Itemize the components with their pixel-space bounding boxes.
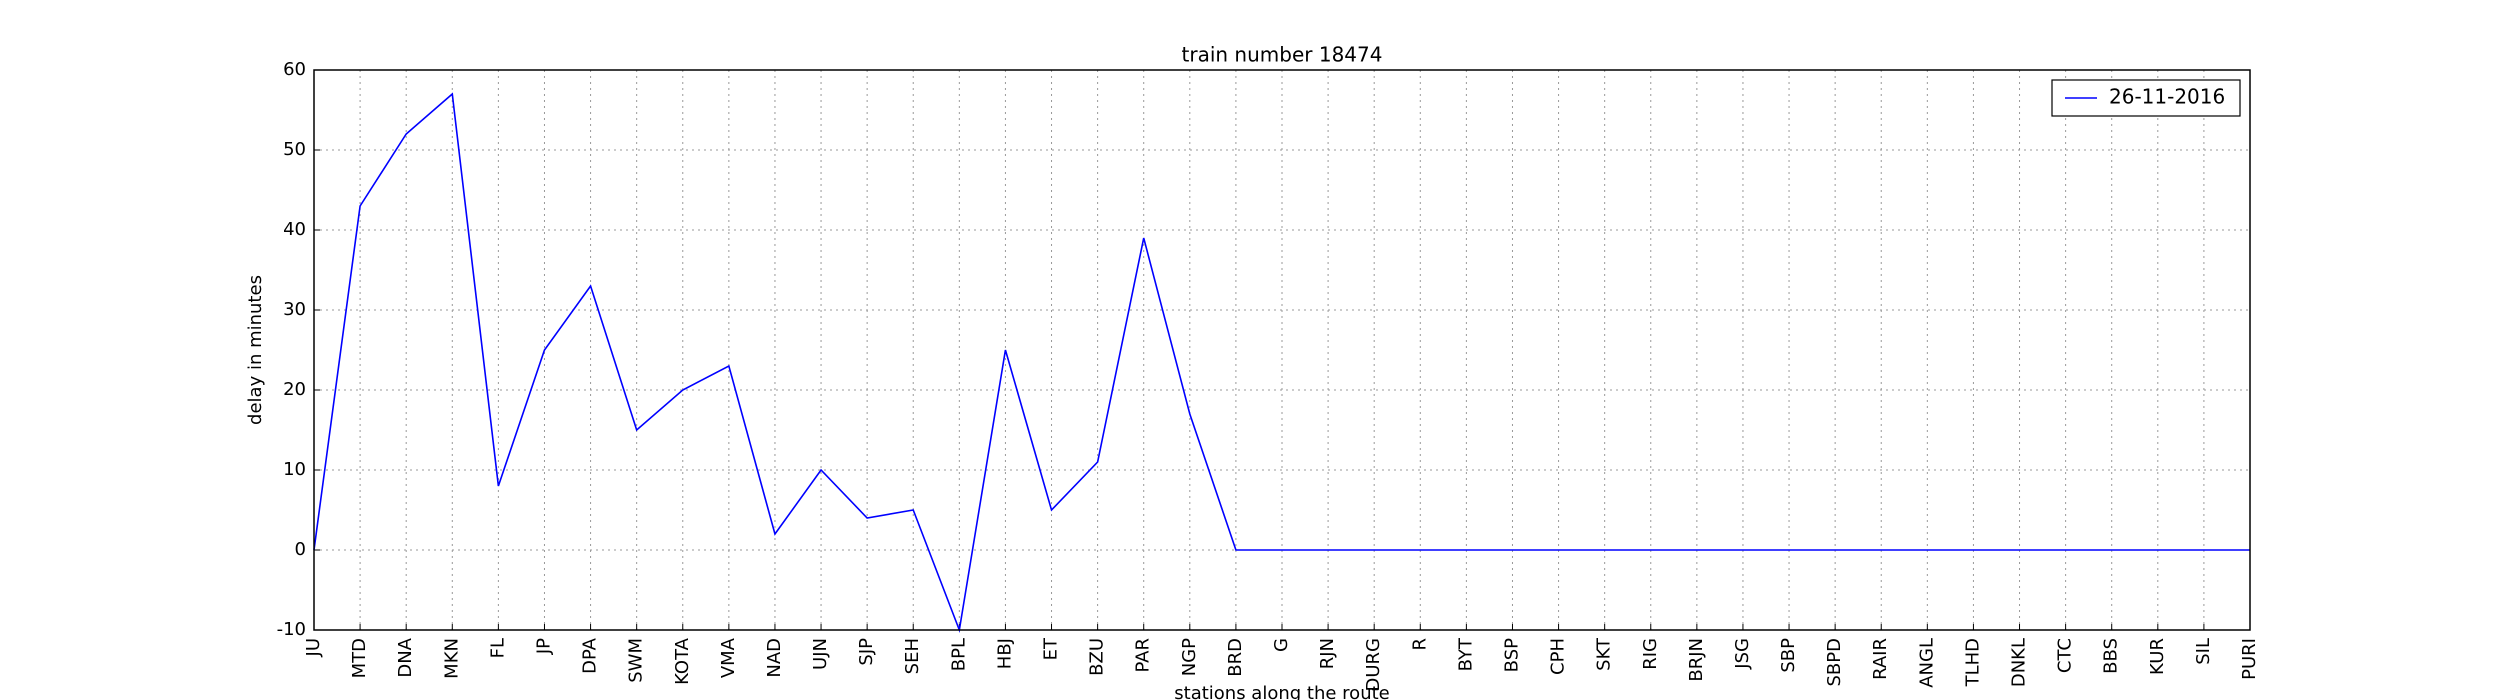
x-tick-label: BRD <box>1225 638 1246 677</box>
x-tick-label: BYT <box>1455 637 1476 671</box>
x-tick-label: JSG <box>1732 638 1753 670</box>
x-tick-label: RAIR <box>1870 638 1891 680</box>
x-tick-label: KUR <box>2147 638 2168 675</box>
legend-label: 26-11-2016 <box>2109 85 2225 109</box>
y-tick-label: 50 <box>283 139 306 160</box>
x-tick-label: SBP <box>1778 638 1799 673</box>
x-tick-label: MTD <box>349 638 370 678</box>
x-tick-label: BSP <box>1501 638 1522 672</box>
y-tick-label: 20 <box>283 379 306 400</box>
x-tick-label: TLHD <box>1962 638 1983 687</box>
x-tick-label: CTC <box>2055 638 2076 673</box>
x-tick-label: CPH <box>1548 638 1569 675</box>
x-tick-label: BZU <box>1087 638 1108 676</box>
x-tick-label: PURI <box>2239 638 2260 680</box>
x-tick-label: VMA <box>718 637 739 678</box>
x-tick-label: NAD <box>764 638 785 678</box>
x-tick-label: R <box>1409 638 1430 651</box>
data-line <box>313 92 2250 634</box>
x-tick-label: DURG <box>1363 638 1384 692</box>
x-tick-label: JU <box>303 638 324 657</box>
x-tick-label: HBJ <box>994 638 1015 669</box>
x-tick-label: SBPD <box>1824 638 1845 687</box>
x-tick-label: ET <box>1041 637 1062 660</box>
x-tick-label: ANGL <box>1916 638 1937 688</box>
x-tick-label: BBS <box>2101 638 2122 674</box>
x-tick-label: RJN <box>1317 638 1338 669</box>
x-tick-label: SWM <box>626 638 647 683</box>
x-tick-label: BRJN <box>1686 638 1707 682</box>
x-tick-label: MKN <box>441 638 462 679</box>
x-tick-label: BPL <box>948 638 969 671</box>
x-tick-label: SKT <box>1594 637 1615 671</box>
x-tick-label: SEH <box>902 638 923 674</box>
x-tick-label: SJP <box>856 638 877 666</box>
x-tick-label: DNA <box>395 637 416 677</box>
x-tick-label: RIG <box>1640 638 1661 670</box>
x-tick-label: DNKL <box>2009 638 2030 687</box>
plot-frame <box>313 69 2251 631</box>
x-tick-label: PAR <box>1133 638 1154 673</box>
x-tick-label: NGP <box>1179 638 1200 676</box>
y-axis-label: delay in minutes <box>245 275 266 425</box>
y-tick-label: -10 <box>277 619 306 640</box>
y-tick-label: 40 <box>283 219 306 240</box>
x-tick-label: DPA <box>580 637 601 674</box>
y-tick-label: 10 <box>283 459 306 480</box>
x-tick-label: G <box>1271 638 1292 652</box>
chart-title: train number 18474 <box>1182 43 1383 67</box>
x-tick-label: UJN <box>810 638 831 670</box>
y-tick-label: 30 <box>283 299 306 320</box>
x-tick-label: JP <box>533 638 554 655</box>
y-tick-label: 0 <box>295 539 306 560</box>
x-tick-label: KOTA <box>672 637 693 685</box>
y-tick-label: 60 <box>283 59 306 80</box>
x-tick-label: SIL <box>2193 638 2214 665</box>
x-axis-label: stations along the route <box>1174 683 1389 700</box>
x-tick-label: FL <box>487 638 508 658</box>
